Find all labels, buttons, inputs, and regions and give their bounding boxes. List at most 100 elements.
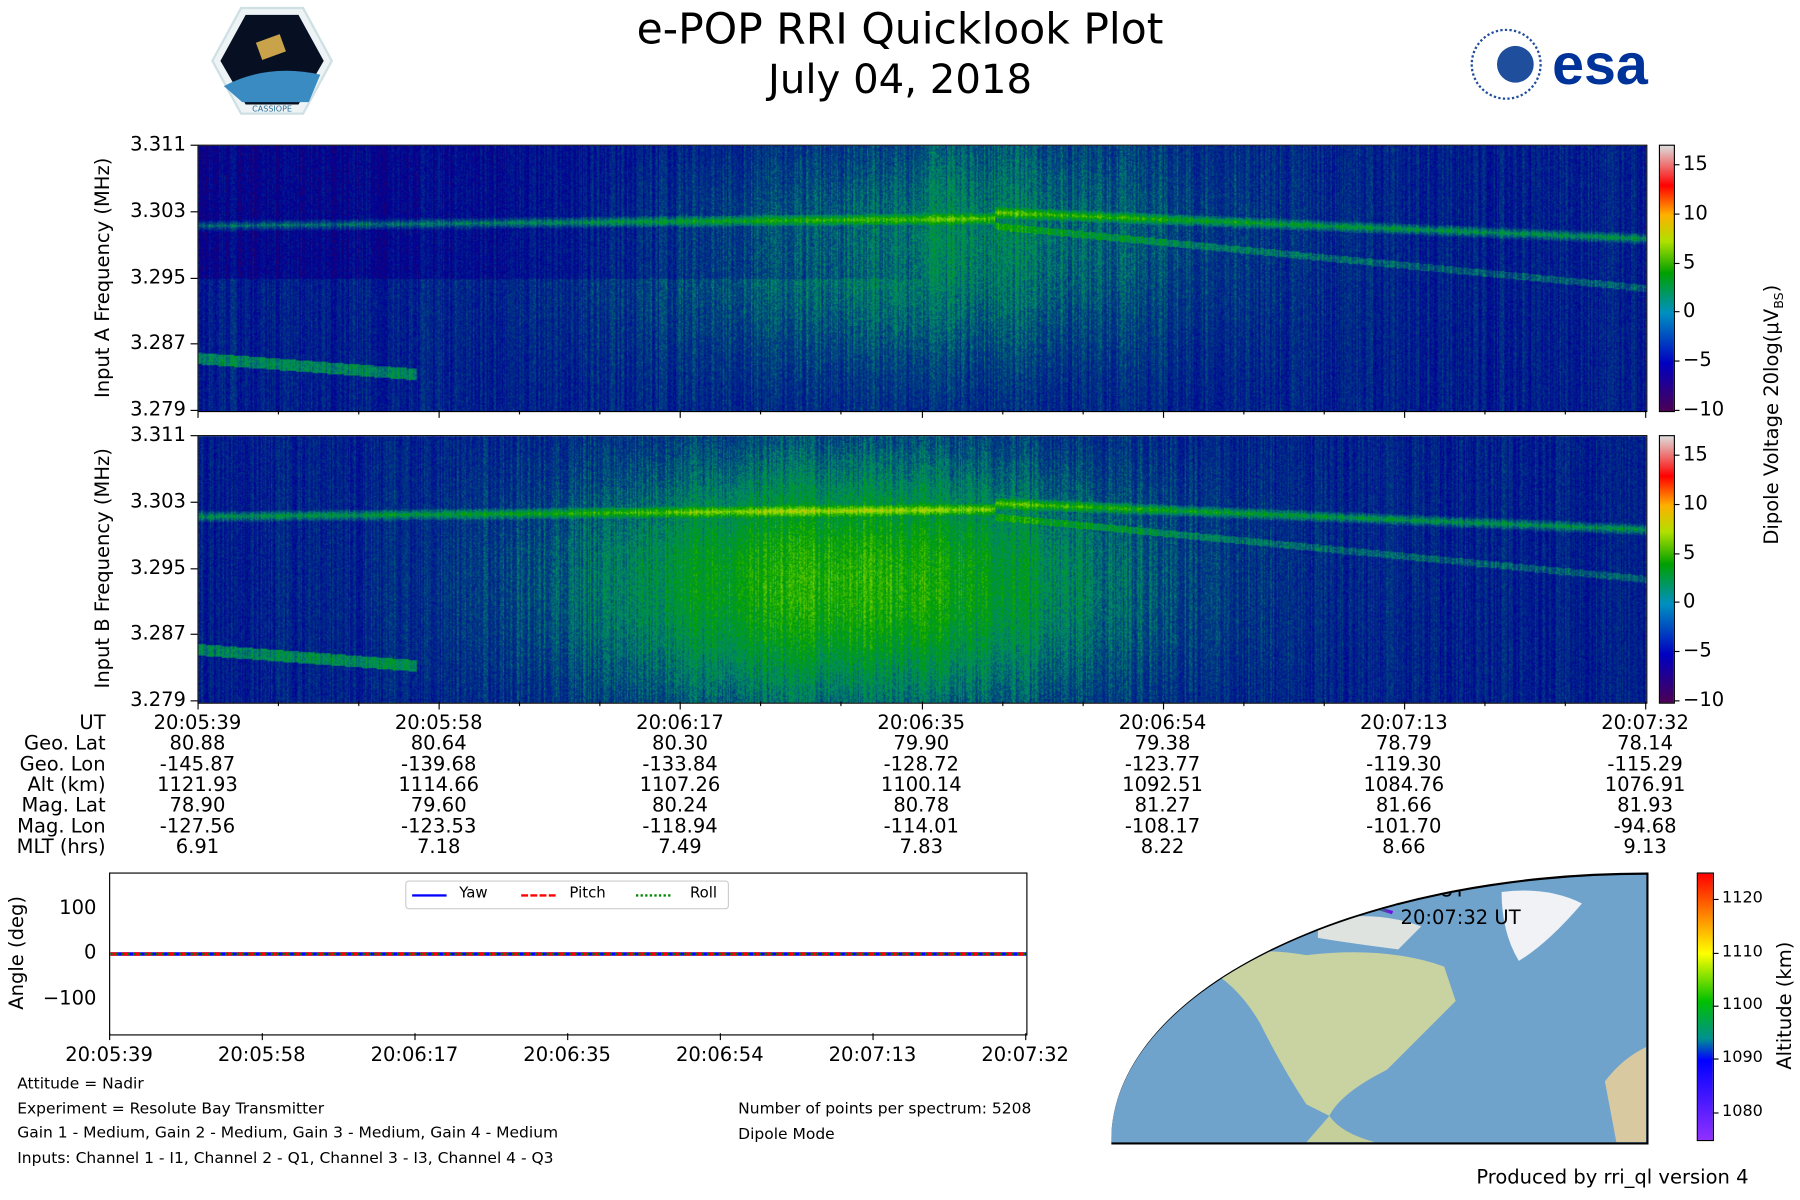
ephemeris-cell: -119.30 — [1366, 753, 1442, 777]
xtick-mark — [921, 701, 923, 710]
ytick-mark — [190, 144, 198, 146]
legend-roll-swatch — [635, 894, 671, 897]
ephemeris-row-label: MLT (hrs) — [16, 835, 106, 859]
ylabel-input-b: Input B Frequency (MHz) — [91, 448, 115, 689]
att-xtick-mark — [109, 1033, 111, 1041]
ephemeris-cell: 8.22 — [1140, 835, 1185, 859]
altitude-colorbar — [1696, 872, 1714, 1142]
colorbar-tick — [1673, 360, 1680, 362]
altitude-tick — [1712, 899, 1719, 901]
altitude-tick — [1712, 1112, 1719, 1114]
xtick-mark — [1484, 409, 1486, 415]
xtick-mark — [1403, 701, 1405, 710]
note-text: Number of points per spectrum: 5208 — [738, 1099, 1032, 1119]
colorbar-tick-label: 0 — [1682, 300, 1696, 324]
legend-yaw-swatch — [412, 894, 447, 897]
ytick-mark — [190, 210, 198, 213]
xtick-mark — [840, 409, 842, 415]
colorbar-tick-label: 0 — [1682, 590, 1696, 614]
att-ytick: 100 — [59, 896, 97, 920]
xtick-mark — [599, 701, 601, 707]
ephemeris-row-label: Geo. Lon — [19, 753, 106, 777]
ephemeris-cell: 1107.26 — [639, 773, 721, 797]
att-xtick-label: 20:06:54 — [675, 1043, 764, 1067]
colorbar-a — [1658, 144, 1675, 413]
colorbar-tick-label: 5 — [1682, 541, 1696, 565]
xtick-mark — [438, 409, 440, 418]
xtick-mark — [1323, 409, 1325, 415]
xtick-mark — [760, 701, 762, 707]
ephemeris-cell: -94.68 — [1613, 815, 1677, 839]
ytick-mark — [190, 633, 198, 636]
ephemeris-cell: -145.87 — [159, 753, 236, 777]
ephemeris-cell: 7.49 — [658, 835, 702, 859]
xtick-mark — [1484, 701, 1486, 707]
xtick-mark — [519, 409, 521, 415]
ephemeris-cell: 1121.93 — [157, 773, 238, 797]
ephemeris-cell: -101.70 — [1366, 815, 1442, 839]
ephemeris-cell: 20:06:54 — [1118, 711, 1207, 735]
att-xtick-label: 20:06:35 — [523, 1043, 611, 1067]
note-text: Gain 1 - Medium, Gain 2 - Medium, Gain 3… — [17, 1123, 559, 1143]
freq-ytick-label: 3.279 — [130, 688, 186, 712]
ephemeris-cell: -123.53 — [401, 815, 477, 839]
altitude-tick-label: 1100 — [1722, 995, 1763, 1014]
freq-ytick-label: 3.287 — [130, 622, 186, 646]
xtick-mark — [519, 701, 521, 707]
ephemeris-cell: 20:07:13 — [1359, 711, 1448, 735]
att-ytick: 0 — [84, 941, 97, 965]
colorbar-tick-label: −5 — [1682, 349, 1712, 373]
colorbar-tick-label: 15 — [1682, 443, 1708, 467]
colorbar-tick — [1673, 651, 1680, 653]
xtick-mark — [840, 701, 842, 707]
ephemeris-cell: 1076.91 — [1604, 773, 1686, 797]
colorbar-tick-label: 15 — [1682, 152, 1708, 176]
colorbar-b — [1658, 435, 1675, 704]
ephemeris-row-label: Geo. Lat — [23, 732, 106, 756]
xtick-mark — [679, 701, 682, 710]
colorbar-tick — [1673, 262, 1680, 264]
ephemeris-cell: 78.90 — [169, 794, 226, 818]
xtick-mark — [277, 701, 280, 707]
ephemeris-cell: -133.84 — [642, 753, 718, 777]
svg-text:CASSIOPE: CASSIOPE — [252, 104, 292, 113]
cassiope-logo: CASSIOPE — [210, 6, 334, 121]
att-xtick-mark — [872, 1033, 874, 1041]
xtick-mark — [679, 409, 682, 418]
colorbar-tick — [1673, 700, 1680, 702]
xtick-mark — [1001, 409, 1003, 415]
ephemeris-cell: 1084.76 — [1363, 773, 1445, 797]
xtick-mark — [1162, 409, 1164, 418]
freq-ytick-label: 3.311 — [130, 423, 186, 447]
colorbar-tick-label: −5 — [1682, 639, 1712, 663]
spectrogram-input-a — [197, 144, 1648, 413]
ylabel-input-a: Input A Frequency (MHz) — [91, 157, 115, 398]
svg-text:esa: esa — [1552, 33, 1649, 97]
att-ylabel: Angle (deg) — [5, 895, 29, 1010]
colorbar-tick — [1673, 164, 1680, 166]
att-xtick-label: 20:07:32 — [981, 1043, 1069, 1067]
xtick-mark — [1645, 409, 1647, 418]
altitude-tick — [1712, 1005, 1719, 1007]
ephemeris-cell: 78.14 — [1617, 732, 1674, 756]
xtick-mark — [1564, 701, 1566, 707]
att-xtick-label: 20:06:17 — [370, 1043, 459, 1067]
ephemeris-cell: 80.64 — [410, 732, 467, 756]
note-text: Inputs: Channel 1 - I1, Channel 2 - Q1, … — [17, 1148, 554, 1167]
ephemeris-cell: 1092.51 — [1122, 773, 1203, 797]
xtick-mark — [277, 409, 280, 415]
ephemeris-cell: 1114.66 — [398, 773, 480, 797]
colorbar-tick — [1673, 552, 1680, 555]
ground-track-map: 20:05:39 UT 20:07:32 UT — [1111, 872, 1649, 1145]
att-xtick-mark — [261, 1033, 263, 1041]
xtick-mark — [1162, 701, 1164, 710]
ephemeris-cell: 80.30 — [652, 732, 708, 756]
ephemeris-cell: 20:05:58 — [394, 711, 483, 735]
colorbar-tick-label: −10 — [1682, 688, 1725, 712]
ephemeris-cell: 79.90 — [893, 732, 950, 756]
ephemeris-cell: -127.56 — [159, 815, 236, 839]
att-xtick-mark — [719, 1033, 721, 1041]
ephemeris-cell: 79.38 — [1134, 732, 1191, 756]
colorbar-tick-label: 10 — [1682, 492, 1708, 516]
colorbar-tick — [1673, 213, 1680, 215]
